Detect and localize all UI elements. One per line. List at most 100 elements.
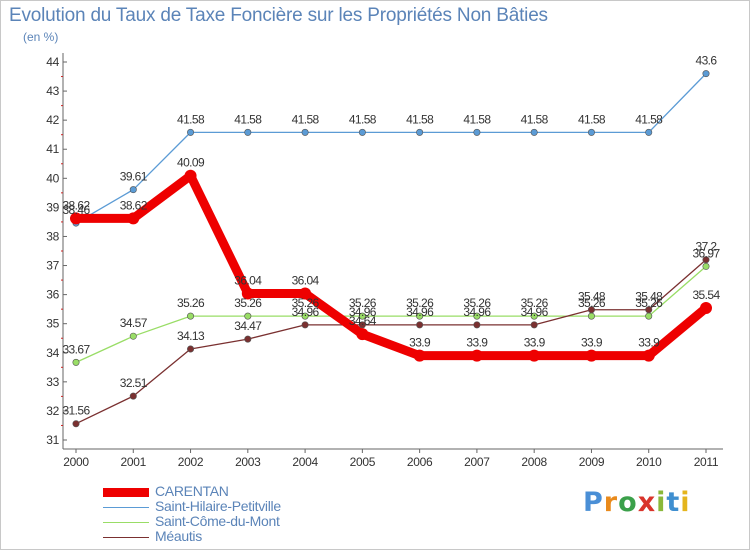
data-point-saint-come-du-mont (187, 312, 195, 320)
data-point-saint-come-du-mont (358, 312, 366, 320)
data-point-meautis (72, 420, 80, 428)
data-label-saint-come-du-mont: 35.26 (521, 296, 549, 310)
legend-item-meautis: Méautis (97, 528, 417, 545)
data-point-meautis (702, 256, 710, 264)
x-tick-label: 2010 (636, 455, 662, 469)
data-label-meautis: 32.51 (120, 376, 148, 390)
series-line-carentan (71, 171, 711, 361)
data-point-saint-hilaire-petitville (187, 128, 195, 136)
data-label-meautis: 34.47 (234, 319, 262, 333)
series-lines (71, 72, 711, 425)
legend-label-saint-come-du-mont: Saint-Côme-du-Mont (155, 513, 280, 529)
data-label-meautis: 37.2 (696, 240, 718, 254)
data-label-saint-hilaire-petitville: 41.58 (635, 112, 663, 126)
data-label-carentan: 36.04 (234, 273, 262, 287)
data-point-carentan (241, 287, 254, 300)
logo-letter: i (656, 487, 667, 518)
data-label-saint-come-du-mont: 34.57 (120, 316, 148, 330)
data-label-meautis: 34.96 (406, 305, 434, 319)
data-point-meautis (645, 306, 653, 314)
data-label-carentan: 33.9 (638, 336, 660, 350)
data-label-saint-come-du-mont: 36.97 (692, 246, 720, 260)
x-tick-label: 2000 (63, 455, 89, 469)
data-labels: 38.62 38.62 40.09 36.04 36.04 34.64 33.9 33.9 33… (62, 54, 721, 418)
data-label-saint-hilaire-petitville: 41.58 (521, 112, 549, 126)
data-label-carentan: 34.64 (349, 314, 377, 328)
data-label-saint-hilaire-petitville: 41.58 (292, 112, 320, 126)
y-tick-label: 35 (46, 317, 59, 331)
data-point-saint-come-du-mont (129, 332, 137, 340)
x-tick-label: 2008 (521, 455, 547, 469)
data-label-carentan: 40.09 (177, 156, 205, 170)
x-tick-label: 2004 (292, 455, 318, 469)
y-tick-label: 36 (46, 288, 59, 302)
data-point-saint-come-du-mont (416, 312, 424, 320)
series-line-saint-come-du-mont (75, 265, 707, 364)
y-tick-label: 33 (46, 375, 59, 389)
data-label-meautis: 34.96 (292, 305, 320, 319)
data-label-saint-hilaire-petitville: 41.58 (349, 112, 377, 126)
data-point-saint-hilaire-petitville (702, 70, 710, 78)
data-label-saint-come-du-mont: 35.26 (463, 296, 491, 310)
data-label-saint-come-du-mont: 35.26 (292, 296, 320, 310)
data-label-meautis: 31.56 (62, 404, 90, 418)
data-label-saint-hilaire-petitville: 41.58 (406, 112, 434, 126)
data-point-saint-hilaire-petitville (416, 128, 424, 136)
x-tick-label: 2011 (694, 455, 719, 469)
x-tick-label: 2003 (235, 455, 261, 469)
data-label-carentan: 33.9 (466, 336, 488, 350)
legend-label-carentan: CARENTAN (155, 483, 229, 499)
x-tick-label: 2001 (121, 455, 147, 469)
data-label-saint-come-du-mont: 35.26 (406, 296, 434, 310)
y-tick-label: 31 (46, 433, 59, 447)
x-tick-label: 2006 (407, 455, 433, 469)
data-label-carentan: 33.9 (581, 336, 603, 350)
unit-label: (en %) (23, 30, 59, 44)
data-label-saint-hilaire-petitville: 38.46 (62, 203, 90, 217)
y-tick-label: 40 (46, 171, 59, 185)
x-tick-label: 2009 (579, 455, 605, 469)
series-markers (70, 70, 712, 428)
y-tick-label: 37 (46, 259, 59, 273)
data-point-carentan (585, 349, 598, 362)
legend-swatch-saint-come-du-mont (103, 522, 149, 523)
data-point-meautis (187, 345, 195, 353)
data-point-meautis (244, 335, 252, 343)
series-line-meautis (75, 259, 707, 425)
legend-label-saint-hilaire-petitville: Saint-Hilaire-Petitville (155, 498, 281, 514)
y-tick-label: 32 (46, 404, 59, 418)
data-point-saint-come-du-mont (301, 312, 309, 320)
data-label-carentan: 38.62 (120, 198, 148, 212)
x-tick-label: 2007 (464, 455, 490, 469)
y-tick-label: 39 (46, 200, 59, 214)
data-label-meautis: 34.96 (349, 305, 377, 319)
data-label-meautis: 35.48 (578, 290, 606, 304)
legend-item-carentan: CARENTAN (97, 483, 417, 500)
data-label-meautis: 34.96 (521, 305, 549, 319)
data-point-saint-hilaire-petitville (473, 128, 481, 136)
y-tick-label: 43 (46, 84, 59, 98)
data-label-meautis: 35.48 (635, 290, 663, 304)
data-point-saint-come-du-mont (244, 312, 252, 320)
data-label-carentan: 35.54 (692, 288, 720, 302)
data-point-saint-come-du-mont (530, 312, 538, 320)
data-label-saint-hilaire-petitville: 43.6 (696, 54, 718, 68)
data-point-meautis (301, 321, 309, 329)
data-label-meautis: 34.96 (463, 305, 491, 319)
data-point-meautis (587, 306, 595, 314)
data-point-carentan (184, 169, 197, 182)
y-tick-label: 38 (46, 229, 59, 243)
data-label-saint-hilaire-petitville: 41.58 (177, 112, 205, 126)
data-point-saint-hilaire-petitville (129, 186, 137, 194)
x-tick-label: 2005 (350, 455, 376, 469)
legend-swatch-meautis (103, 537, 149, 538)
data-point-carentan (356, 328, 369, 341)
data-point-meautis (530, 321, 538, 329)
legend-item-saint-come-du-mont: Saint-Côme-du-Mont (97, 513, 417, 530)
y-tick-label: 41 (46, 142, 59, 156)
data-point-carentan (528, 349, 541, 362)
data-point-saint-come-du-mont (645, 312, 653, 320)
data-point-saint-come-du-mont (72, 358, 80, 366)
data-label-saint-come-du-mont: 35.26 (635, 296, 663, 310)
